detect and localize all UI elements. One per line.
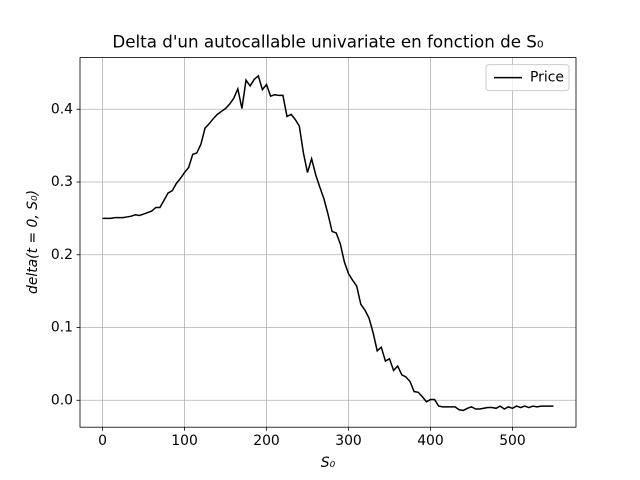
x-tick-label: 500 <box>499 433 526 449</box>
plot-frame <box>79 57 577 428</box>
chart-title: Delta d'un autocallable univariate en fo… <box>112 32 543 52</box>
y-axis-label: delta(t = 0, S₀) <box>25 190 41 294</box>
x-tick-label: 0 <box>98 433 107 449</box>
data-line <box>102 74 554 412</box>
legend-box <box>485 64 570 92</box>
x-tick-label: 400 <box>417 433 444 449</box>
y-tick-label: 0.0 <box>51 392 73 408</box>
y-tick-label: 0.2 <box>51 247 73 263</box>
legend-label: Price <box>530 70 564 86</box>
x-axis-label: S₀ <box>321 455 336 471</box>
y-tick-label: 0.3 <box>51 174 73 190</box>
x-tick-label: 200 <box>253 433 280 449</box>
y-tick-label: 0.1 <box>51 320 73 336</box>
x-tick-label: 100 <box>171 433 198 449</box>
x-tick-label: 300 <box>335 433 362 449</box>
y-tick-label: 0.4 <box>51 101 73 117</box>
